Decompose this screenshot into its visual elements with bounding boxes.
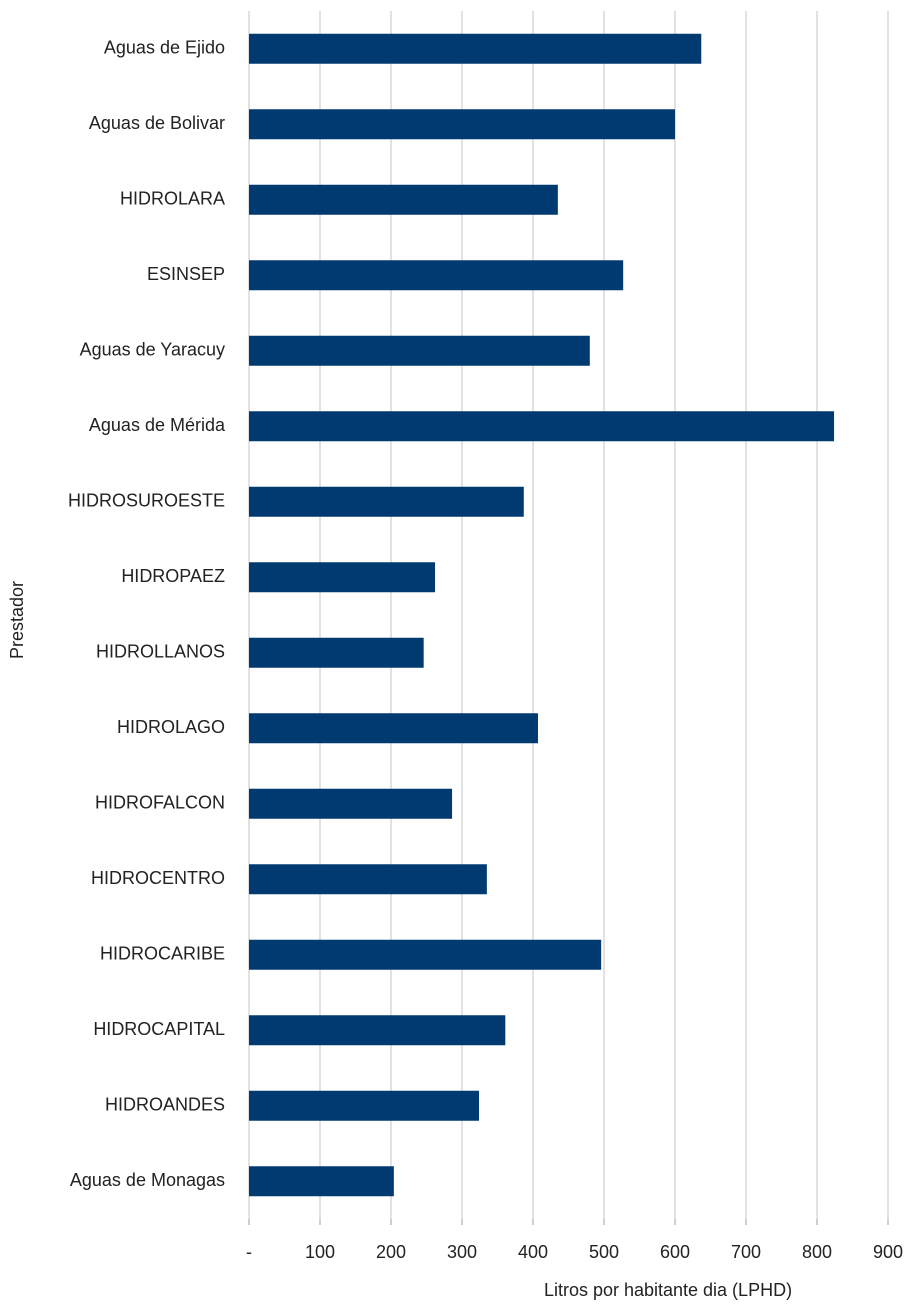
bar (249, 486, 524, 517)
x-tick-label: 700 (731, 1242, 761, 1262)
bar (249, 939, 602, 970)
bar (249, 864, 487, 895)
bar (249, 109, 675, 140)
bar (249, 335, 590, 366)
bar (249, 713, 538, 744)
y-tick-label: Aguas de Monagas (70, 1170, 225, 1190)
y-tick-label: HIDROSUROESTE (68, 491, 225, 511)
bar (249, 33, 702, 64)
y-tick-label: Aguas de Yaracuy (80, 340, 225, 360)
x-axis-title: Litros por habitante dia (LPHD) (544, 1280, 792, 1300)
y-tick-label: HIDROCAPITAL (93, 1019, 225, 1039)
x-tick-label: 100 (305, 1242, 335, 1262)
bar (249, 788, 453, 819)
bar (249, 637, 424, 668)
x-tick-label: 200 (376, 1242, 406, 1262)
bar (249, 260, 624, 291)
bar (249, 562, 436, 593)
y-tick-label: HIDROLARA (120, 189, 225, 209)
y-tick-label: Aguas de Ejido (104, 38, 225, 58)
x-tick-label: 400 (518, 1242, 548, 1262)
x-tick-label: 800 (802, 1242, 832, 1262)
x-tick-label: 300 (447, 1242, 477, 1262)
y-tick-label: HIDROFALCON (95, 793, 225, 813)
x-tick-label: - (246, 1242, 252, 1262)
y-tick-label: Aguas de Bolivar (89, 113, 225, 133)
bar (249, 1015, 506, 1046)
y-tick-label: HIDROLAGO (117, 717, 225, 737)
x-tick-label: 600 (660, 1242, 690, 1262)
x-tick-label: 900 (873, 1242, 903, 1262)
y-tick-label: HIDROCARIBE (100, 944, 225, 964)
bar (249, 1166, 394, 1197)
y-tick-label: Aguas de Mérida (89, 415, 226, 435)
y-tick-label: HIDROANDES (105, 1095, 225, 1115)
bar (249, 184, 558, 215)
y-tick-label: HIDROLLANOS (96, 642, 225, 662)
y-tick-label: HIDROCENTRO (91, 868, 225, 888)
y-axis-title: Prestador (7, 581, 27, 659)
y-tick-label: HIDROPAEZ (121, 566, 225, 586)
x-tick-label: 500 (589, 1242, 619, 1262)
bar (249, 411, 835, 442)
bar (249, 1090, 480, 1121)
y-tick-label: ESINSEP (147, 264, 225, 284)
